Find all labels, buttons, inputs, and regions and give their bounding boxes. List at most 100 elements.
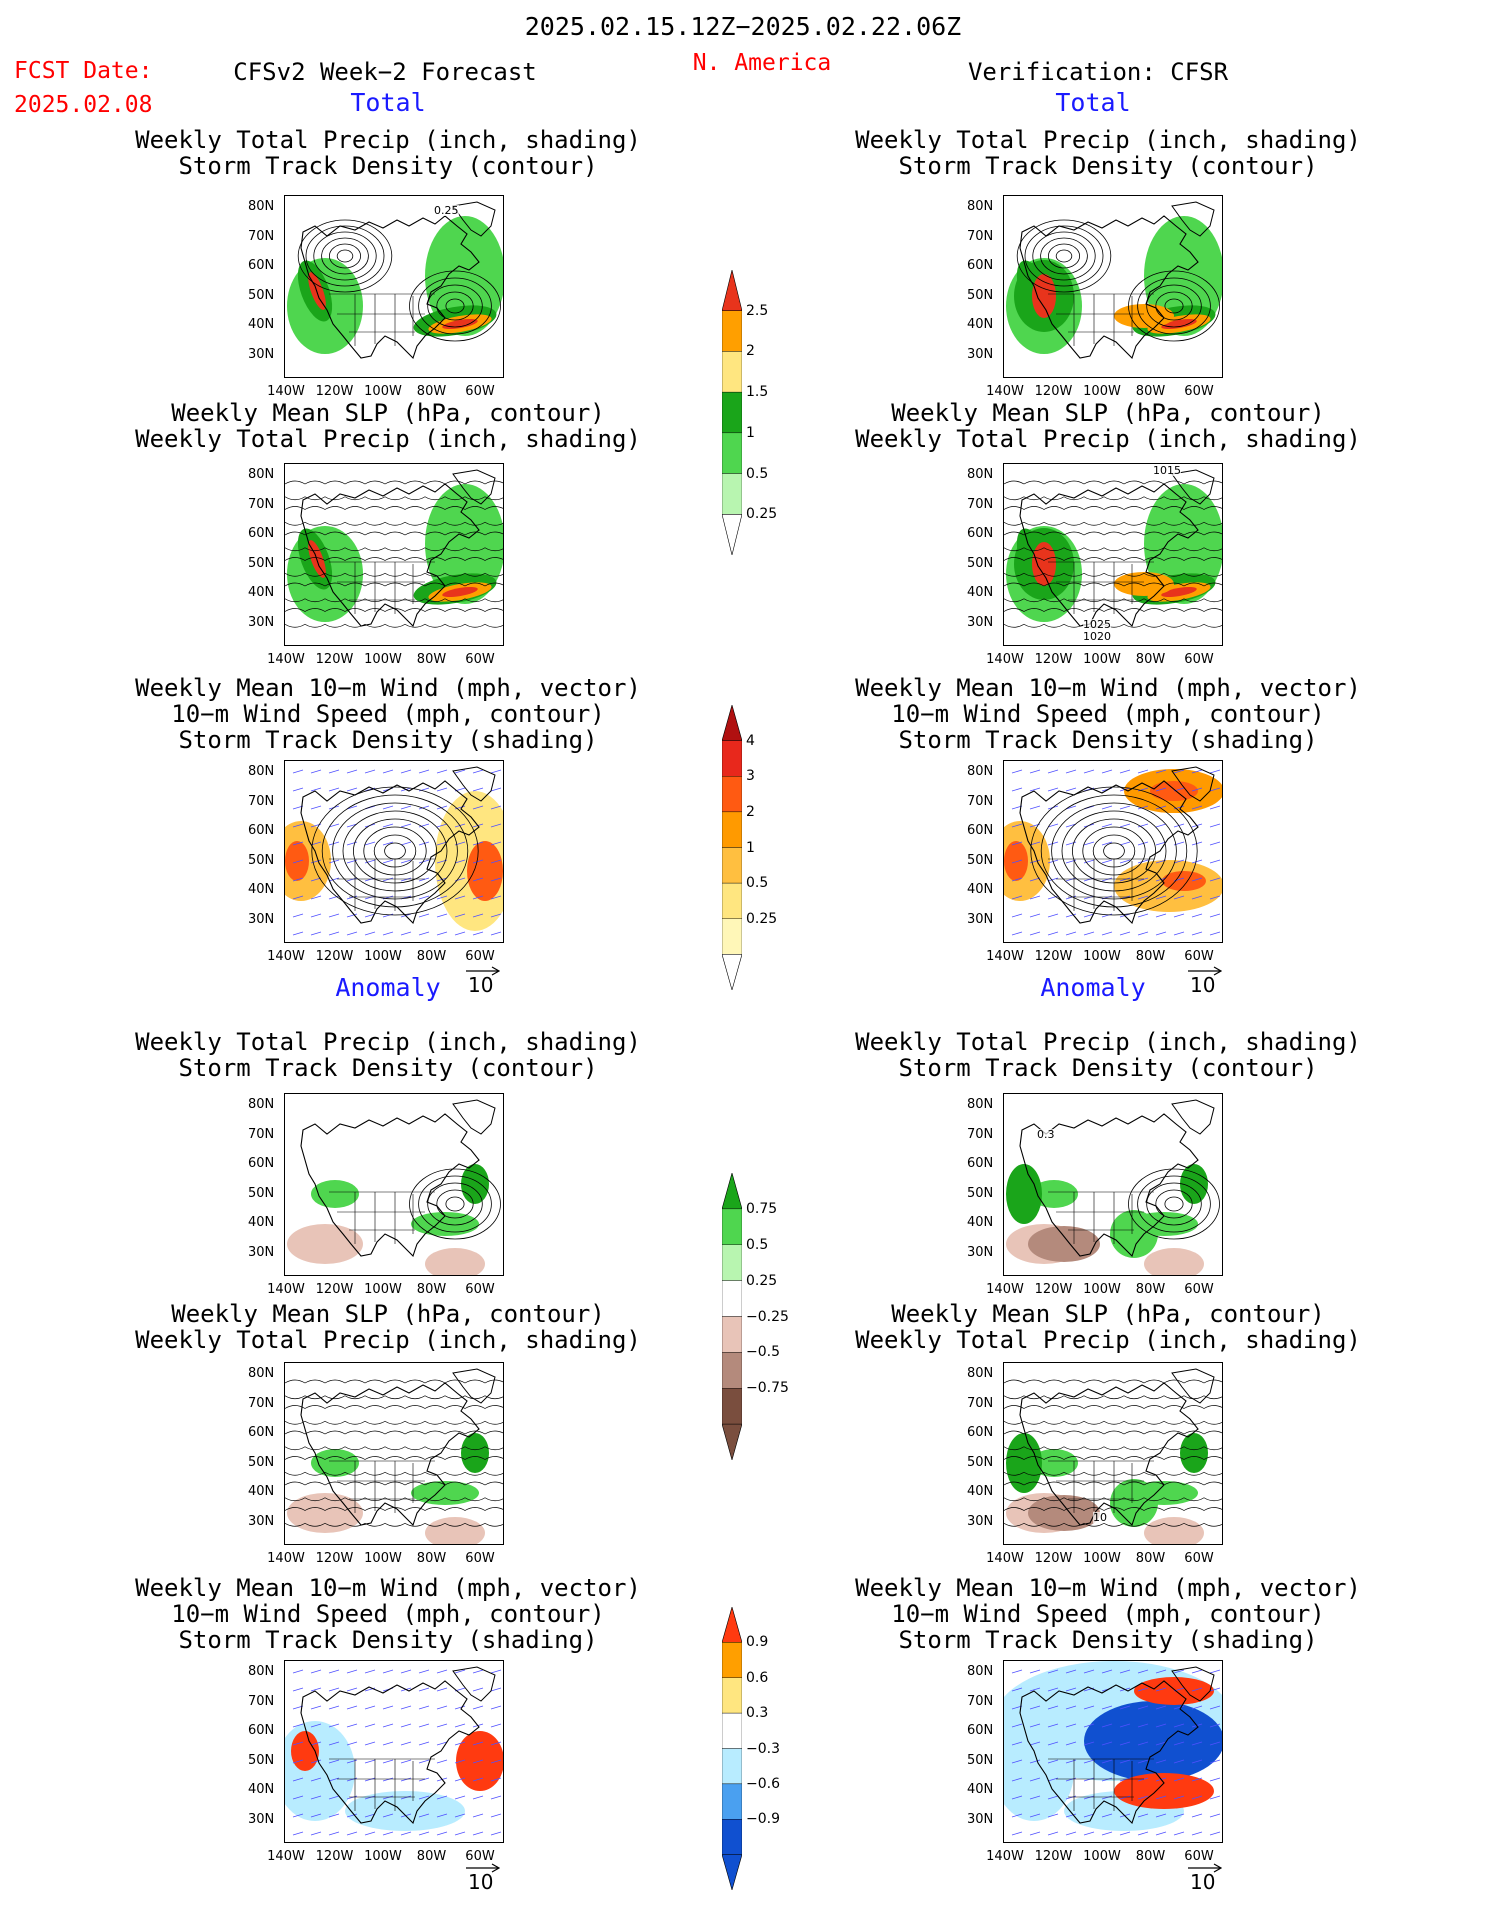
map-graphic: [285, 766, 503, 936]
lat-label-0-1-2: 60N: [967, 258, 994, 273]
lon-label-5-0-4: 60W: [465, 1849, 495, 1864]
lon-label-3-1-4: 60W: [1184, 1282, 1214, 1297]
lon-label-2-0-0: 140W: [267, 949, 305, 964]
lat-label-2-1-0: 80N: [967, 764, 994, 779]
panel-title-1-0-1: Weekly Total Precip (inch, shading): [135, 425, 641, 453]
map-panel-4-1: [1003, 1362, 1223, 1545]
lon-label-2-0-2: 100W: [364, 949, 402, 964]
map-panel-3-0: [284, 1093, 504, 1276]
colorbar-label-precip_anom-0: 0.75: [746, 1200, 778, 1217]
section-total-left: Total: [350, 88, 426, 117]
vector-reference-value-3: 10: [1190, 1870, 1216, 1894]
panel-title-3-1-1: Storm Track Density (contour): [898, 1054, 1318, 1082]
colorbar-label-storm_anom-5: −0.9: [746, 1811, 780, 1828]
colorbar-label-precip_total-5: 0.25: [746, 506, 778, 523]
lat-label-2-1-3: 50N: [967, 852, 994, 868]
contour-label-cfsr_slp_low2: 1020: [1083, 630, 1111, 643]
panel-title-0-0-1: Storm Track Density (contour): [178, 152, 598, 180]
lon-label-1-1-0: 140W: [986, 652, 1024, 667]
colorbar-label-precip_anom-2: 0.25: [746, 1272, 778, 1289]
colorbar-label-storm_anom-1: 0.6: [746, 1669, 769, 1686]
vector-reference-value-0: 10: [468, 973, 494, 997]
lon-label-5-1-3: 80W: [1135, 1849, 1166, 1864]
panel-title-3-0-0: Weekly Total Precip (inch, shading): [135, 1028, 641, 1056]
map-panel-0-1: [1003, 195, 1223, 378]
map-graphic: [285, 469, 503, 628]
map-graphic: [1006, 201, 1222, 360]
lon-label-4-0-1: 120W: [315, 1551, 354, 1566]
lon-label-4-0-0: 140W: [267, 1551, 305, 1566]
lat-label-2-0-0: 80N: [248, 764, 275, 779]
panel-title-0-1-1: Storm Track Density (contour): [898, 152, 1318, 180]
contour-label-cfsr_slp_low1: 1025: [1083, 618, 1111, 631]
lon-label-0-0-2: 100W: [364, 384, 402, 399]
panel-title-2-1-0: Weekly Mean 10−m Wind (mph, vector): [855, 674, 1361, 702]
lon-label-0-0-3: 80W: [416, 384, 447, 399]
lat-label-1-0-0: 80N: [248, 467, 275, 482]
section-anomaly-right: Anomaly: [1040, 973, 1146, 1002]
section-anomaly-left: Anomaly: [335, 973, 441, 1002]
contour-label-fcst_storm: 0.25: [434, 204, 459, 217]
lat-label-5-1-1: 70N: [967, 1693, 994, 1709]
map-graphic: [1004, 469, 1222, 628]
colorbar-label-precip_anom-1: 0.5: [746, 1236, 769, 1253]
lat-label-1-0-1: 70N: [248, 496, 275, 512]
panel-title-0-0-0: Weekly Total Precip (inch, shading): [135, 126, 641, 154]
map-graphic: [1004, 1368, 1222, 1544]
lon-label-3-1-1: 120W: [1034, 1282, 1073, 1297]
lat-label-2-0-1: 70N: [248, 793, 275, 809]
colorbar-precip_anom: [721, 1171, 743, 1462]
lat-label-4-0-3: 50N: [248, 1454, 275, 1470]
fcst-date-label: FCST Date:: [14, 58, 153, 84]
panel-title-5-1-0: Weekly Mean 10−m Wind (mph, vector): [855, 1574, 1361, 1602]
lat-label-5-0-3: 50N: [248, 1752, 275, 1768]
panel-title-4-0-1: Weekly Total Precip (inch, shading): [135, 1326, 641, 1354]
colorbar-precip_total: [721, 269, 743, 556]
lon-label-0-0-1: 120W: [315, 384, 354, 399]
map-panel-5-0: [284, 1660, 504, 1843]
colorbar-label-storm_total-2: 2: [746, 803, 755, 820]
lon-label-1-0-4: 60W: [465, 652, 495, 667]
lat-label-0-0-5: 30N: [248, 346, 275, 362]
lat-label-1-1-3: 50N: [967, 555, 994, 571]
lat-label-2-0-5: 30N: [248, 911, 275, 927]
panel-title-5-1-1: 10−m Wind Speed (mph, contour): [891, 1600, 1325, 1628]
lon-label-2-1-0: 140W: [986, 949, 1024, 964]
lat-label-0-1-4: 40N: [967, 317, 994, 332]
lat-label-5-1-5: 30N: [967, 1811, 994, 1827]
lat-label-3-1-2: 60N: [967, 1156, 994, 1171]
lat-label-4-0-5: 30N: [248, 1513, 275, 1529]
lon-label-3-0-2: 100W: [364, 1282, 402, 1297]
lat-label-3-0-1: 70N: [248, 1126, 275, 1142]
fcst-date: 2025.02.08: [14, 92, 153, 118]
colorbar-label-precip_anom-4: −0.5: [746, 1344, 780, 1361]
colorbar-label-precip_anom-3: −0.25: [746, 1308, 789, 1325]
lat-label-0-0-3: 50N: [248, 287, 275, 303]
lat-label-3-0-0: 80N: [248, 1097, 275, 1112]
lat-label-2-0-2: 60N: [248, 823, 275, 838]
lat-label-1-0-5: 30N: [248, 614, 275, 630]
map-panel-4-0: [284, 1362, 504, 1545]
colorbar-label-storm_total-1: 3: [746, 768, 755, 785]
colorbar-label-storm_anom-0: 0.9: [746, 1634, 769, 1651]
lat-label-4-1-1: 70N: [967, 1395, 994, 1411]
lon-label-4-1-0: 140W: [986, 1551, 1024, 1566]
lat-label-0-1-1: 70N: [967, 228, 994, 244]
map-graphic: [1004, 766, 1222, 936]
lat-label-3-1-3: 50N: [967, 1185, 994, 1201]
colorbar-storm_anom: [721, 1605, 743, 1892]
lon-label-2-1-1: 120W: [1034, 949, 1073, 964]
vector-reference-arrow-icon: [466, 1858, 501, 1873]
lon-label-5-1-1: 120W: [1034, 1849, 1073, 1864]
lon-label-2-1-2: 100W: [1083, 949, 1121, 964]
colorbar-label-precip_total-0: 2.5: [746, 302, 769, 319]
panel-title-4-1-1: Weekly Total Precip (inch, shading): [855, 1326, 1361, 1354]
map-graphic: [1004, 1661, 1222, 1836]
lat-label-5-1-0: 80N: [967, 1664, 994, 1679]
lon-label-0-0-4: 60W: [465, 384, 495, 399]
lat-label-0-1-0: 80N: [967, 199, 994, 214]
lat-label-4-1-5: 30N: [967, 1513, 994, 1529]
vector-reference-value-2: 10: [468, 1870, 494, 1894]
lat-label-2-1-5: 30N: [967, 911, 994, 927]
lon-label-0-0-0: 140W: [267, 384, 305, 399]
